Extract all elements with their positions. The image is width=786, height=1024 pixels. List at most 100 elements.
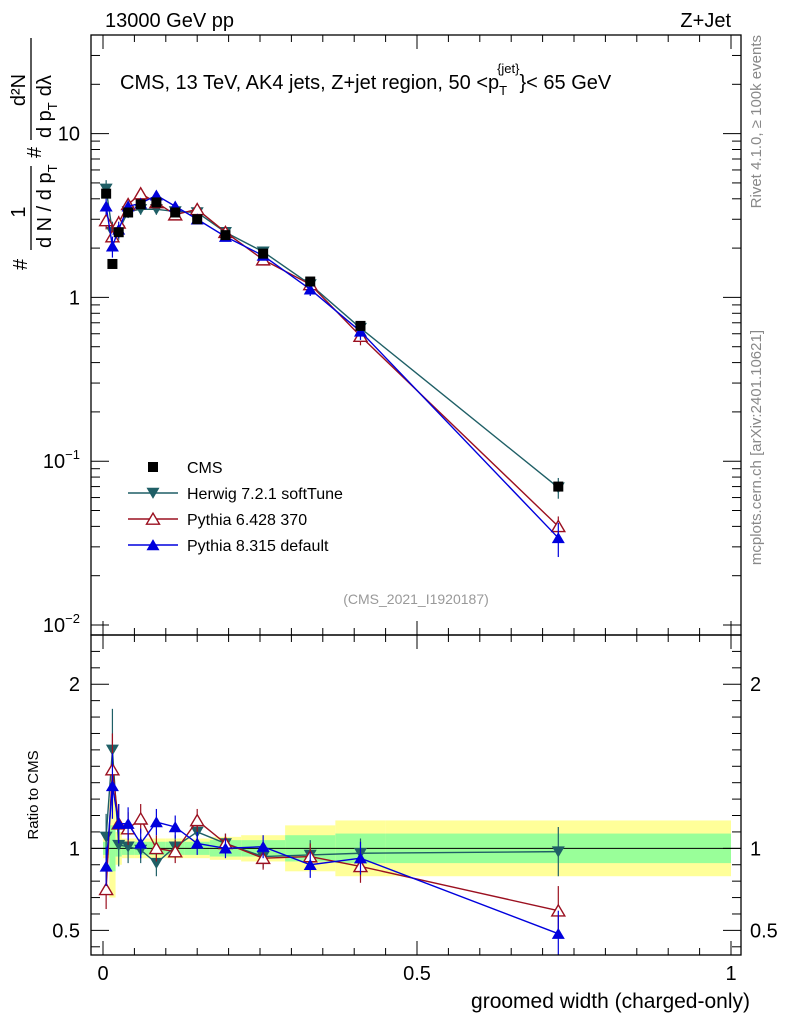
pythia8-ratio-point [190,837,204,849]
pythia8-point [551,532,565,544]
pythia8-point [303,283,317,295]
cms-point [220,230,231,241]
cms-point [135,199,146,210]
x-tick-label-1: 0.5 [403,963,431,985]
pythia6-ratio-point [132,811,149,825]
pythia8-ratio-point [256,840,270,852]
pythia8-point [353,325,367,337]
pythia6-ratio-point [189,813,205,827]
y-tick-label-ratio-right-0: 2 [750,674,761,696]
y-axis-label-main: # 1 d N / d pT # d²N d pTdλ [8,38,60,270]
legend-label-pythia6: Pythia 6.428 370 [187,512,307,529]
x-axis-label: groomed width (charged-only) [471,990,750,1013]
pythia8-ratio-point [121,817,135,829]
chart-title: CMS, 13 TeV, AK4 jets, Z+jet region, 50 … [120,61,612,98]
ylabel-one: 1 [8,206,30,217]
x-tick-label-0: 0 [97,963,108,985]
pythia6-ratio-point [148,841,165,855]
herwig-ratio-point [149,857,163,869]
y-tick-label-main-2: 10−1 [43,447,80,473]
cms-point [107,258,118,269]
pythia8-ratio-point [112,817,126,829]
herwig-ratio-point [121,841,135,853]
chart-title-pre: CMS, 13 TeV, AK4 jets, Z+jet region, 50 … [120,72,499,94]
ylabel-d2N: d²N [8,74,30,106]
uncertainty-bands [91,799,741,898]
y-tick-label-main-exp: −2 [65,611,80,626]
pythia8-point [105,240,119,252]
y-tick-label-ratio-right-1: 1 [750,838,761,860]
ylabel-dN-dpT: d N / d pT [34,164,60,248]
pythia6-point [132,186,149,200]
rivet-label: Rivet 4.1.0, ≥ 100k events [748,35,765,208]
legend-label-herwig: Herwig 7.2.1 softTune [187,486,343,503]
ylabel-dpT-sub: T [45,102,60,110]
ylabel-dN-dpT-main: d N / d p [34,172,56,248]
legend-marker-herwig [146,487,160,499]
cms-point [258,248,269,259]
legend-label-cms: CMS [187,460,223,477]
cms-point [355,320,366,331]
cms-point [305,276,316,287]
herwig-ratio-point [551,846,565,858]
cms-point [113,227,124,238]
cms-point [170,207,181,218]
axes-ticks [91,34,741,955]
y-tick-label-main-base: 1 [69,287,80,309]
y-tick-label-main-0: 10 [58,124,80,146]
header-left: 13000 GeV pp [105,10,234,32]
pythia6-ratio-point [98,882,114,896]
y-tick-label-main-3: 10−2 [43,611,80,637]
y-tick-label-ratio-left-1: 1 [69,838,80,860]
y-tick-label-ratio-left-0: 2 [69,674,80,696]
pythia8-ratio-point [105,780,119,792]
ylabel-hash2: # [24,146,46,158]
cms-point [192,214,203,225]
pythia8-ratio-point [149,816,163,828]
chart-title-post: }< 65 GeV [520,72,612,94]
cms-point [151,197,162,208]
ratio-panel-frame [90,634,742,956]
chart-title-sub: T [499,83,507,98]
pythia8-ratio-point [134,837,148,849]
cms-point [123,207,134,218]
analysis-id: (CMS_2021_I1920187) [343,591,489,607]
legend-marker-cms [148,462,158,472]
legend-label-pythia8: Pythia 8.315 default [187,538,329,555]
y-tick-label-main-base: 10 [43,451,65,473]
herwig-ratio-point [112,839,126,851]
herwig-line [105,188,559,489]
ylabel-dlambda: dλ [34,75,56,96]
y-tick-label-main-1: 1 [69,287,80,309]
cms-point [101,188,112,199]
ylabel-dpT-dlambda: d pTdλ [34,75,60,138]
chart-title-sup: {jet} [497,61,520,76]
pythia8-ratio-point [168,821,182,833]
cms-point [553,481,564,492]
ylabel-dN-dpT-sub: T [45,164,60,172]
pythia8-ratio-point [303,858,317,870]
y-axis-label-ratio: Ratio to CMS [25,750,42,839]
header-right: Z+Jet [680,10,731,32]
y-tick-label-main-base: 10 [43,615,65,637]
x-tick-label-2: 1 [725,963,736,985]
pythia6-ratio-point [167,844,183,858]
ylabel-hash1: # [10,258,32,270]
pythia6-line [105,192,559,527]
pythia8-ratio-point [218,842,232,854]
legend-marker-pythia8 [146,539,160,551]
y-tick-label-ratio-left-2: 0.5 [52,920,80,942]
y-tick-label-ratio-right-2: 0.5 [750,920,778,942]
pythia8-ratio-point [551,927,565,939]
ratio-panel-series [98,708,567,955]
pythia8-point [99,200,113,212]
y-tick-label-main-base: 10 [58,124,80,146]
pythia8-ratio-point [99,860,113,872]
legend-marker-pythia6 [145,511,161,525]
pythia8-ratio-point [353,852,367,864]
y-tick-label-main-exp: −1 [65,447,80,462]
mcplots-label: mcplots.cern.ch [arXiv:2401.10621] [748,330,765,565]
ylabel-dpT: d p [34,110,56,138]
